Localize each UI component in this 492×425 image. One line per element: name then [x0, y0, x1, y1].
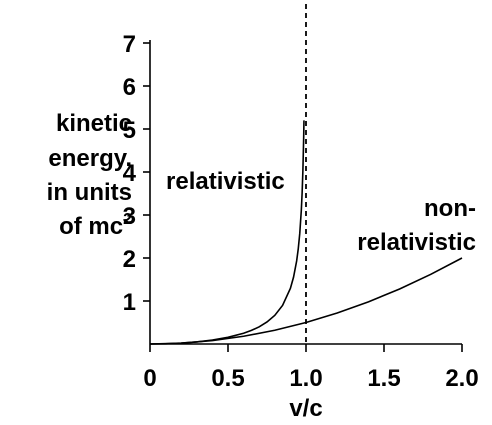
y-tick-label: 6	[123, 74, 136, 101]
non-relativistic-label-line-2: relativistic	[357, 229, 476, 256]
y-tick-label: 3	[123, 203, 136, 230]
y-axis-label-line-1: kinetic	[56, 110, 132, 137]
y-tick-label: 7	[123, 31, 136, 58]
x-tick-label: 1.0	[289, 365, 322, 392]
x-axis-label: v/c	[289, 395, 322, 422]
x-tick-label: 2.0	[445, 365, 478, 392]
y-tick-label: 4	[123, 160, 137, 187]
x-tick-label: 0.5	[211, 365, 244, 392]
y-axis-label-superscript: 2	[123, 211, 132, 228]
curves	[149, 120, 463, 345]
series-labels: relativistic non-relativistic	[166, 168, 476, 256]
y-tick-label: 5	[123, 117, 136, 144]
y-axis-label-line-3: in units	[47, 179, 132, 206]
y-axis-label-line-4: of mc2	[59, 211, 132, 240]
y-axis-label-base: of mc	[59, 213, 123, 240]
x-ticks: 0 0.5 1.0 1.5 2.0	[143, 344, 479, 392]
y-tick-label: 2	[123, 246, 136, 273]
y-tick-label: 1	[123, 289, 136, 316]
x-tick-label: 1.5	[367, 365, 400, 392]
relativistic-curve	[149, 120, 305, 345]
non-relativistic-label-line-1: non-	[424, 195, 476, 222]
relativistic-label: relativistic	[166, 168, 285, 195]
non-relativistic-curve	[149, 257, 463, 345]
x-tick-label: 0	[143, 365, 156, 392]
y-axis-label: kinetic energy, in units of mc2	[47, 110, 132, 240]
y-axis-label-line-2: energy,	[48, 145, 132, 172]
